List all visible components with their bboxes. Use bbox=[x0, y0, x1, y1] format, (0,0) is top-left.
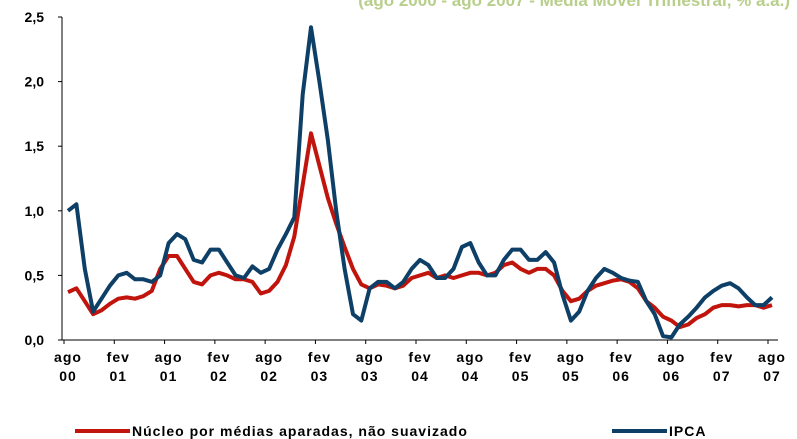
x-tick-label: ago 04 bbox=[456, 349, 484, 384]
x-tick-label: ago 02 bbox=[255, 349, 283, 384]
x-tick-label: fev 04 bbox=[408, 349, 431, 384]
y-tick-label: 1,0 bbox=[25, 203, 45, 219]
chart-title: (ago 2000 - ago 2007 - Média Móvel Trime… bbox=[358, 0, 790, 10]
y-tick-label: 2,0 bbox=[25, 74, 45, 90]
x-tick-label: fev 01 bbox=[107, 349, 130, 384]
x-tick-label: ago 06 bbox=[657, 349, 685, 384]
x-tick-label: fev 03 bbox=[308, 349, 331, 384]
legend-label: IPCA bbox=[669, 423, 706, 439]
x-tick-label: fev 07 bbox=[710, 349, 733, 384]
series-line bbox=[66, 25, 774, 340]
x-tick-label: ago 07 bbox=[758, 349, 786, 384]
x-tick-label: ago 01 bbox=[155, 349, 183, 384]
legend-label: Núcleo por médias aparadas, não suavizad… bbox=[132, 423, 468, 439]
x-tick-label: ago 03 bbox=[356, 349, 384, 384]
x-tick-label: fev 02 bbox=[207, 349, 230, 384]
series-line bbox=[67, 131, 773, 330]
x-tick-label: fev 06 bbox=[610, 349, 633, 384]
y-tick-label: 1,5 bbox=[25, 138, 45, 154]
x-tick-label: fev 05 bbox=[509, 349, 532, 384]
x-tick-label: ago 05 bbox=[557, 349, 585, 384]
y-tick-label: 2,5 bbox=[25, 9, 45, 25]
y-tick-label: 0,5 bbox=[25, 267, 45, 283]
y-tick-label: 0,0 bbox=[25, 332, 45, 348]
x-tick-label: ago 00 bbox=[54, 349, 82, 384]
